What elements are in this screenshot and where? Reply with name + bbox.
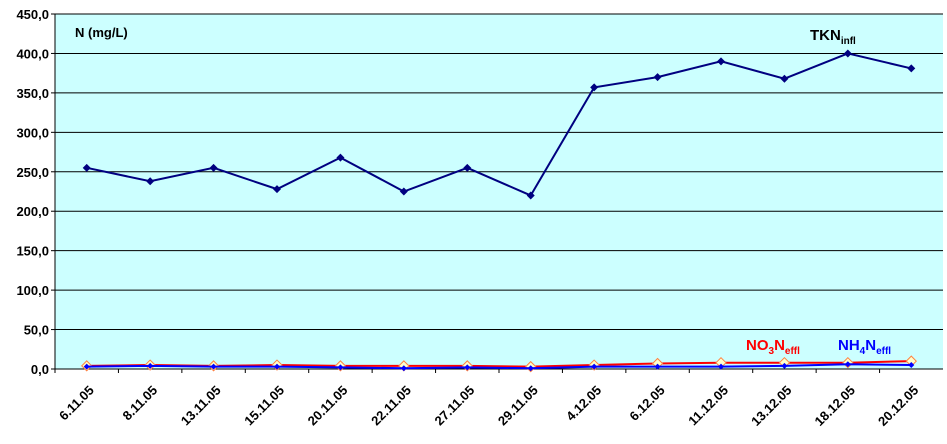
- marker: [780, 74, 789, 83]
- series-label-part: effl: [876, 346, 891, 357]
- x-tick-label: 18.12.05: [812, 383, 858, 429]
- marker: [591, 363, 598, 370]
- y-tick-label: 150,0: [16, 244, 49, 259]
- y-tick-label: 100,0: [16, 283, 49, 298]
- marker: [274, 363, 280, 370]
- y-tick-label: 50,0: [24, 323, 49, 338]
- x-tick-label: 22.11.05: [368, 383, 414, 429]
- marker: [717, 57, 725, 66]
- series-line: [86, 363, 912, 370]
- y-tick-label: 300,0: [16, 125, 49, 140]
- y-tick-label: 0,0: [31, 362, 49, 377]
- marker: [82, 163, 91, 172]
- x-tick-label: 27.11.05: [432, 383, 478, 429]
- x-tick-label: 6.11.05: [56, 383, 97, 424]
- y-tick-label: 350,0: [16, 86, 49, 101]
- y-tick-label: 250,0: [16, 165, 49, 180]
- marker: [463, 163, 472, 172]
- series-label-part: 4: [860, 346, 866, 357]
- series-label-part: TKN: [810, 27, 841, 44]
- marker: [147, 362, 154, 369]
- x-tick-label: 20.11.05: [305, 383, 351, 429]
- series-label: TKNinfl: [810, 27, 856, 47]
- x-tick-label: 20.12.05: [875, 383, 921, 429]
- series-label-part: N: [774, 337, 785, 354]
- marker: [718, 363, 724, 370]
- series-label-part: 3: [769, 346, 775, 357]
- series-line: [86, 52, 912, 197]
- marker: [209, 163, 218, 172]
- y-axis-title: N (mg/L): [75, 25, 128, 40]
- x-tick-label: 29.11.05: [495, 383, 541, 429]
- marker: [527, 365, 534, 372]
- marker: [843, 49, 852, 58]
- marker: [654, 363, 661, 370]
- marker: [337, 364, 344, 371]
- x-tick-label: 15.11.05: [241, 383, 287, 429]
- y-tick-label: 200,0: [16, 204, 49, 219]
- y-tick-label: 400,0: [16, 46, 49, 61]
- plot-area: [55, 14, 943, 369]
- marker: [83, 363, 90, 370]
- marker: [908, 362, 915, 369]
- y-tick-label: 450,0: [16, 7, 49, 22]
- x-tick-label: 11.12.05: [685, 383, 731, 429]
- series-label-part: N: [865, 337, 876, 354]
- x-tick-label: 8.11.05: [119, 383, 160, 424]
- marker: [464, 364, 471, 371]
- marker: [526, 191, 535, 200]
- series-label: NH4Neffl: [838, 337, 891, 357]
- marker: [210, 363, 217, 370]
- marker: [273, 185, 281, 194]
- x-tick-label: 13.11.05: [178, 383, 224, 429]
- x-tick-label: 6.12.05: [626, 383, 667, 424]
- marker: [336, 153, 345, 162]
- series-label: NO3Neffl: [746, 337, 800, 357]
- x-tick-label: 4.12.05: [563, 383, 604, 424]
- marker: [399, 187, 408, 196]
- marker: [781, 362, 788, 369]
- marker: [907, 64, 916, 73]
- series-label-part: effl: [785, 346, 800, 357]
- marker: [146, 177, 155, 186]
- marker: [590, 83, 599, 92]
- marker: [653, 73, 662, 82]
- marker: [400, 365, 407, 372]
- series-label-part: NH: [838, 337, 860, 354]
- marker: [844, 361, 851, 368]
- series-label-part: infl: [841, 36, 856, 47]
- series-label-part: NO: [746, 337, 769, 354]
- x-tick-label: 13.12.05: [748, 383, 794, 429]
